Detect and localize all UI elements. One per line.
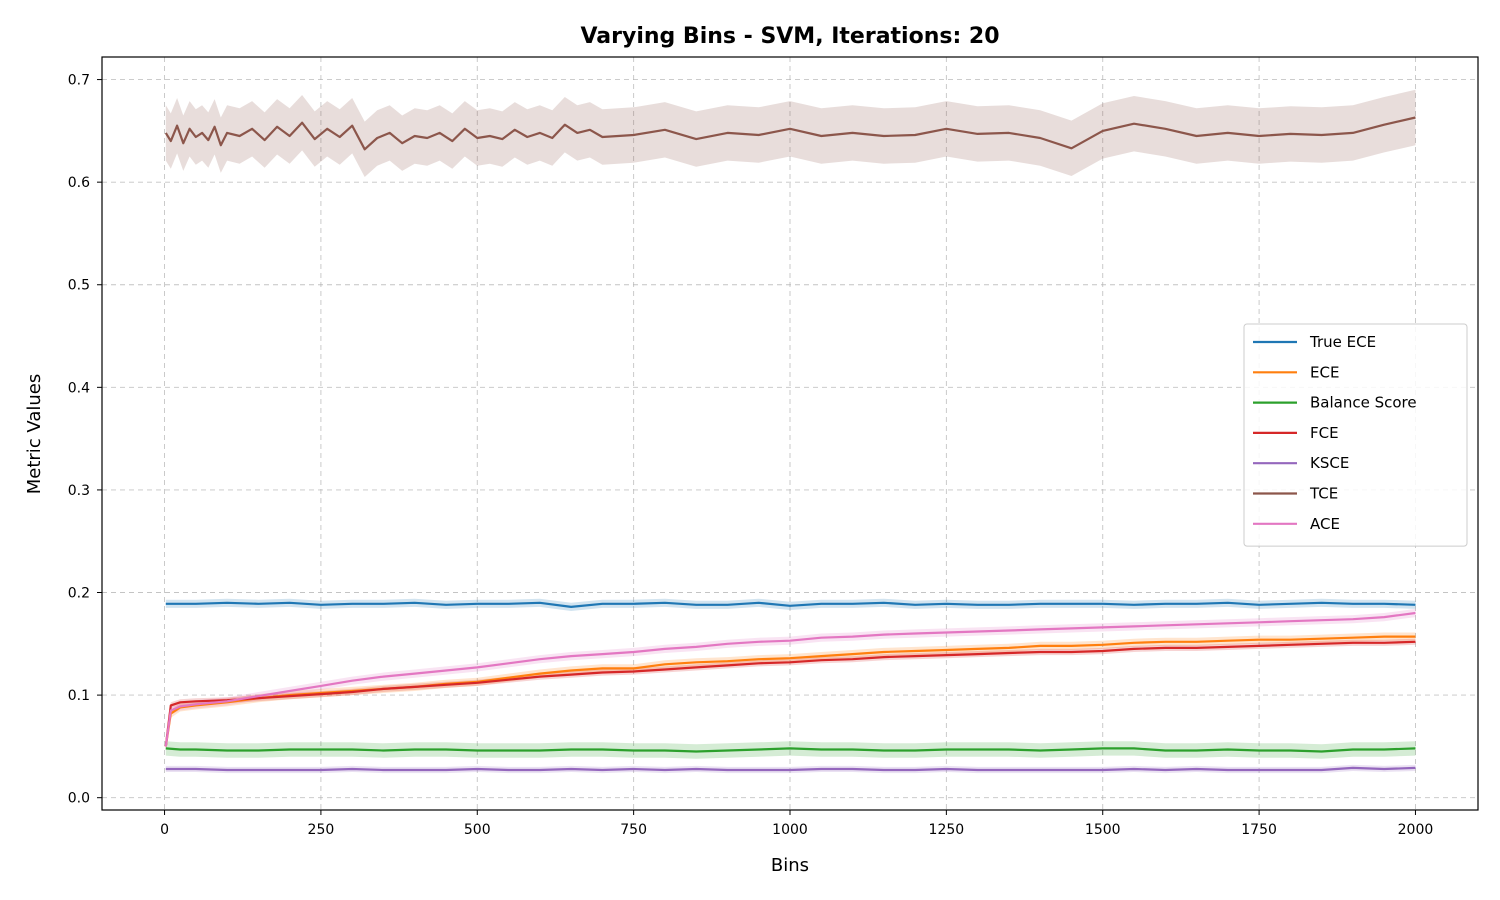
band-ace: [165, 608, 1416, 751]
y-axis-label: Metric Values: [24, 374, 45, 495]
line-fce: [164, 640, 1416, 747]
legend-label-fce: FCE: [1310, 424, 1339, 442]
y-tick-label: 0.0: [68, 791, 90, 807]
legend-label-ece: ECE: [1310, 363, 1339, 381]
x-tick-label: 2000: [1398, 822, 1434, 838]
line-tce: [164, 116, 1416, 151]
legend: True ECE ECE Balance Score FCE KSCE TCE ACE: [1243, 323, 1468, 547]
legend-label-true-ece: True ECE: [1309, 333, 1376, 351]
x-tick-label: 250: [308, 822, 335, 838]
y-tick-label: 0.7: [68, 73, 90, 89]
band-tce: [165, 89, 1416, 177]
x-tick-label: 750: [620, 822, 647, 838]
series-lines: [164, 116, 1416, 772]
legend-label-ksce: KSCE: [1310, 454, 1349, 472]
x-tick-label: 1500: [1085, 822, 1121, 838]
x-tick-label: 1250: [929, 822, 965, 838]
x-axis-label: Bins: [771, 855, 809, 876]
legend-box: [1243, 323, 1468, 547]
line-ksce: [165, 766, 1416, 772]
chart-title: Varying Bins - SVM, Iterations: 20: [580, 24, 999, 49]
y-tick-label: 0.2: [68, 586, 90, 602]
line-ace: [164, 611, 1416, 747]
legend-label-tce: TCE: [1309, 485, 1338, 503]
band-ece: [165, 632, 1416, 751]
x-tick-label: 1750: [1241, 822, 1277, 838]
y-tick-label: 0.4: [68, 380, 90, 396]
legend-label-ace: ACE: [1310, 515, 1340, 533]
y-tick-label: 0.6: [68, 175, 90, 191]
x-axis-ticks: 0 250 500 750 1000 1250 1500 1750 2000: [160, 810, 1433, 838]
y-tick-label: 0.5: [68, 278, 90, 294]
line-true-ece: [165, 601, 1416, 609]
grid: [102, 57, 1478, 810]
legend-label-balance-score: Balance Score: [1310, 394, 1417, 412]
band-balance-score: [165, 741, 1416, 759]
x-tick-label: 1000: [772, 822, 808, 838]
y-tick-label: 0.3: [68, 483, 90, 499]
line-balance-score: [165, 747, 1416, 753]
x-tick-label: 0: [160, 822, 169, 838]
y-tick-label: 0.1: [68, 688, 90, 704]
band-fce: [165, 638, 1416, 750]
y-axis-ticks: 0.0 0.1 0.2 0.3 0.4 0.5 0.6 0.7: [68, 73, 102, 807]
x-tick-label: 500: [464, 822, 491, 838]
